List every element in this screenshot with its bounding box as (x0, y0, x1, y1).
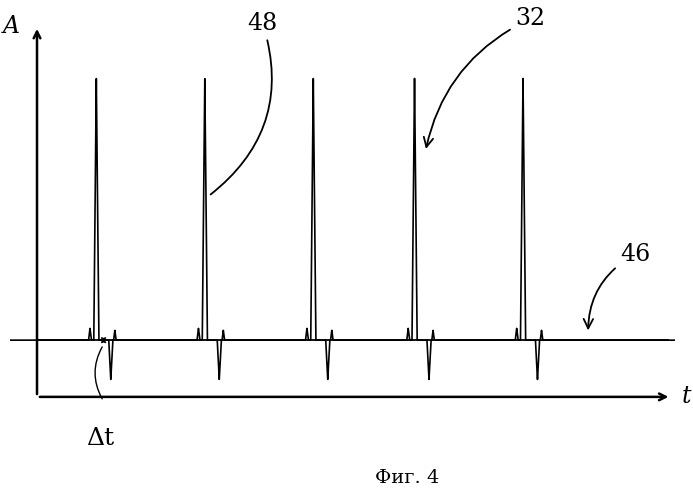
Text: 48: 48 (211, 12, 278, 194)
Text: 46: 46 (584, 243, 650, 328)
Text: A: A (3, 14, 20, 38)
Text: 32: 32 (424, 8, 545, 147)
Text: Фиг. 4: Фиг. 4 (375, 469, 439, 487)
Text: t: t (682, 386, 692, 408)
Text: Δt: Δt (86, 428, 114, 450)
